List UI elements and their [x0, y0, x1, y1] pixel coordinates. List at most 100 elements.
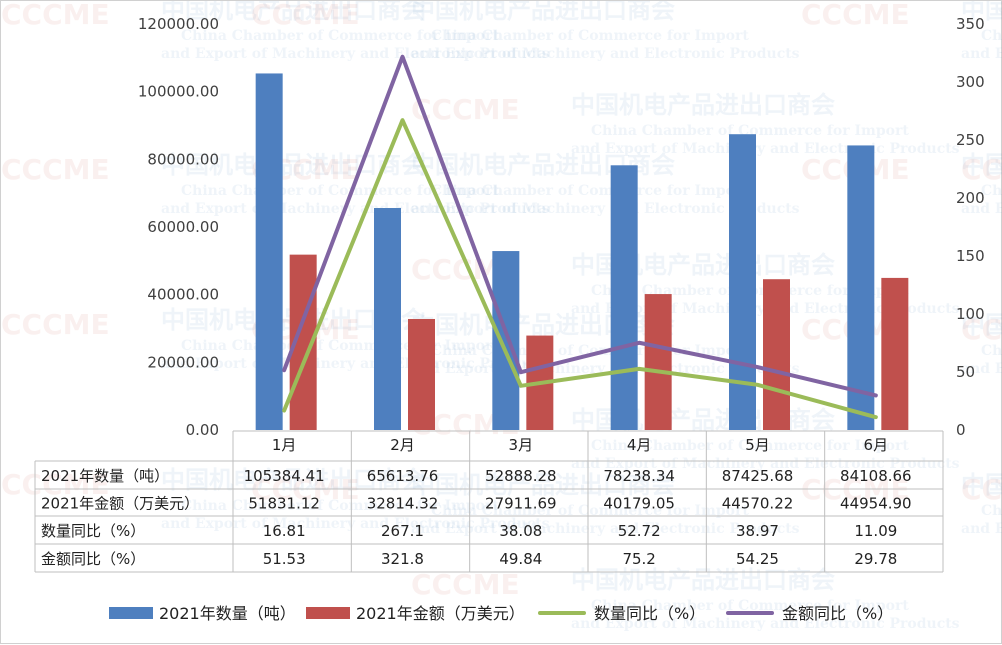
table-cell: 40179.05	[603, 495, 675, 513]
watermark-stamp: CCCME 中国机电产品进出口商会 China Chamber of Commerc…	[411, 91, 960, 157]
watermark-name-en: and Export of Machinery and Electronic P…	[411, 46, 800, 62]
watermark-name-en: China Chamber of Commerce for Import	[181, 28, 499, 44]
right-axis-tick-label: 0	[956, 421, 966, 439]
watermark-name-en: China Chamber of Commerce for Import	[431, 28, 749, 44]
legend-swatch	[306, 607, 350, 619]
watermark-logo: CCCME	[251, 1, 360, 31]
right-axis-tick-label: 50	[956, 363, 975, 381]
watermark-name-en: China Chamber of Commerce for Import	[981, 183, 1002, 199]
table-cell: 87425.68	[722, 467, 794, 485]
watermark-logo: CCCME	[1, 1, 110, 31]
data-table: 1月 2月 3月 4月 5月 6月 2021年数量（吨） 105384.41 65613.76 5…	[34, 430, 944, 573]
left-y-axis: 0.00 20000.00 40000.00 60000.00 80000.00 1000…	[138, 15, 219, 439]
legend-item: 2021年数量（吨）	[109, 604, 296, 623]
watermark-name-en: China Chamber of Commerce for Import	[431, 183, 749, 199]
watermark-stamp: CCCME 中国机电产品进出口商会 China Chamber of Commerc…	[251, 1, 800, 62]
category-label: 1月	[272, 436, 297, 454]
table-row-header: 2021年金额（万美元）	[41, 495, 199, 513]
watermark-name-cn: 中国机电产品进出口商会	[961, 1, 1002, 24]
watermark-logo: CCCME	[961, 313, 1002, 346]
watermark-name-en: China Chamber of Commerce for Import	[981, 28, 1002, 44]
right-axis-tick-label: 300	[956, 73, 985, 91]
watermark-name-en: China Chamber of Commerce for Import	[591, 123, 909, 139]
watermark-name-en: and Export of Machinery and Electronic P…	[961, 46, 1002, 62]
table-cell: 29.78	[854, 550, 897, 568]
left-axis-tick-label: 20000.00	[147, 353, 219, 371]
bar	[763, 279, 790, 430]
watermark-logo: CCCME	[1, 153, 110, 186]
bar	[847, 145, 875, 430]
series-line	[282, 54, 878, 398]
table-cell: 321.8	[381, 550, 424, 568]
watermark-name-en: and Export of Machinery and Electronic P…	[961, 201, 1002, 217]
category-label: 4月	[627, 436, 652, 454]
bar	[610, 165, 638, 430]
table-cell: 32814.32	[367, 495, 439, 513]
watermark-name-cn: 中国机电产品进出口商会	[411, 471, 675, 499]
table-cell: 38.97	[736, 522, 779, 540]
legend-item: 2021年金额（万美元）	[306, 604, 525, 623]
line-series	[282, 54, 878, 420]
watermark-name-en: China Chamber of Commerce for Import	[181, 498, 499, 514]
table-cell: 27911.69	[485, 495, 557, 513]
watermark-name-cn: 中国机电产品进出口商会	[961, 151, 1002, 179]
watermark-name-cn: 中国机电产品进出口商会	[571, 566, 835, 594]
watermark-name-cn: 中国机电产品进出口商会	[571, 251, 835, 279]
table-cell: 51.53	[263, 550, 306, 568]
watermark-name-cn: 中国机电产品进出口商会	[571, 91, 835, 119]
legend-swatch	[109, 607, 153, 619]
watermark-name-en: and Export of Machinery and Electronic P…	[161, 46, 550, 62]
right-axis-tick-label: 150	[956, 247, 985, 265]
watermark-name-en: China Chamber of Commerce for Import	[981, 343, 1002, 359]
table-cell: 78238.34	[603, 467, 675, 485]
watermark-name-cn: 中国机电产品进出口商会	[411, 1, 675, 24]
legend-label: 数量同比（%）	[594, 604, 705, 623]
left-axis-tick-label: 60000.00	[147, 218, 219, 236]
watermark-name-cn: 中国机电产品进出口商会	[161, 1, 425, 24]
watermark-logo: CCCME	[1, 468, 110, 501]
table-cell: 75.2	[622, 550, 655, 568]
table-cell: 52.72	[618, 522, 661, 540]
watermark-name-en: China Chamber of Commerce for Import	[431, 503, 749, 519]
watermark-logo: CCCME	[411, 93, 520, 126]
bar	[374, 208, 401, 430]
table-cell: 51831.12	[248, 495, 320, 513]
watermark-name-cn: 中国机电产品进出口商会	[961, 311, 1002, 339]
series-line	[282, 118, 878, 420]
bar-series	[255, 73, 909, 431]
legend-item: 金额同比（%）	[726, 604, 893, 623]
legend-item: 数量同比（%）	[538, 604, 705, 623]
watermark-name-en: and Export of Machinery and Electronic P…	[411, 521, 800, 537]
right-y-axis: 0 50 100 150 200 250 300 350	[956, 15, 985, 439]
watermark-name-en: and Export of Machinery and Electronic P…	[411, 201, 800, 217]
table-cell: 44954.90	[840, 495, 912, 513]
bar	[408, 318, 435, 430]
legend-label: 2021年数量（吨）	[159, 604, 296, 623]
watermark-logo: CCCME	[961, 473, 1002, 506]
table-cell: 52888.28	[485, 467, 557, 485]
right-axis-tick-label: 350	[956, 15, 985, 33]
watermark-name-en: China Chamber of Commerce for Import	[591, 598, 909, 614]
left-axis-tick-label: 100000.00	[138, 83, 219, 101]
category-label: 2月	[390, 436, 415, 454]
table-row-header: 数量同比（%）	[41, 522, 145, 540]
category-label: 5月	[745, 436, 770, 454]
table-row-header: 金额同比（%）	[41, 550, 145, 568]
bar	[881, 277, 909, 430]
table-cell: 16.81	[263, 522, 306, 540]
legend-label: 金额同比（%）	[782, 604, 893, 623]
legend: 2021年数量（吨） 2021年金额（万美元） 数量同比（%） 金额同比（%）	[109, 604, 893, 623]
watermark-name-en: and Export of Machinery and Electronic P…	[161, 516, 550, 532]
category-label: 6月	[864, 436, 889, 454]
table-row-header: 2021年数量（吨）	[41, 467, 169, 485]
table-cell: 105384.41	[244, 467, 325, 485]
table-cell: 65613.76	[367, 467, 439, 485]
